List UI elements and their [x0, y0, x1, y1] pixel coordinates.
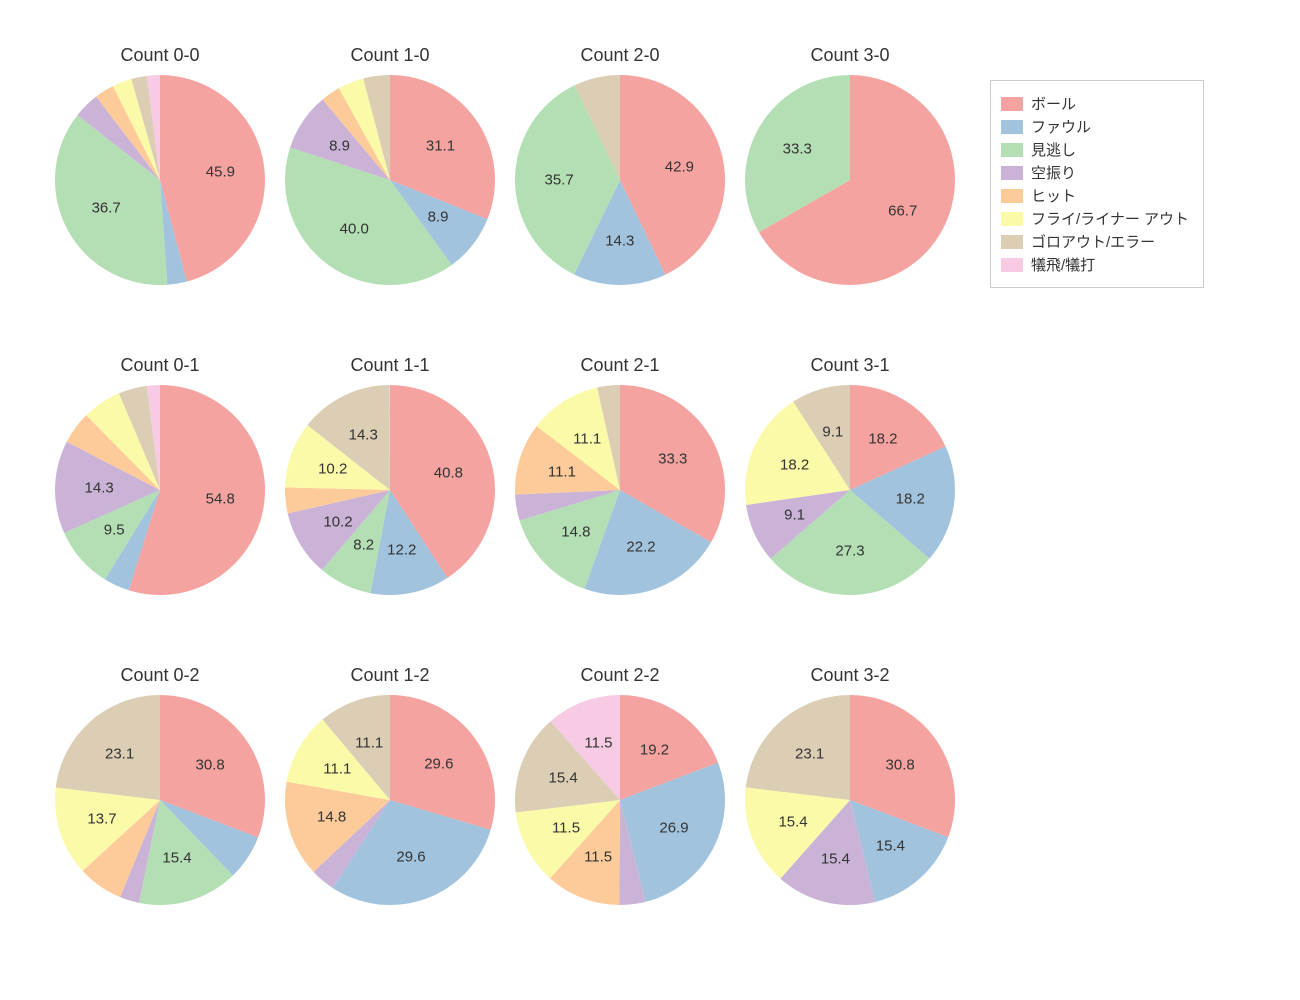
slice-label: 15.4	[876, 837, 905, 854]
legend-swatch	[1001, 258, 1023, 272]
slice-label: 11.5	[584, 848, 612, 865]
chart-title: Count 0-1	[50, 355, 270, 376]
slice-label: 33.3	[783, 141, 812, 158]
slice-label: 40.0	[340, 221, 369, 238]
slice-label: 15.4	[821, 851, 850, 868]
legend-item: ファウル	[1001, 116, 1189, 137]
slice-label: 9.1	[822, 423, 843, 440]
legend-swatch	[1001, 212, 1023, 226]
pie-chart	[53, 693, 267, 907]
slice-label: 15.4	[778, 813, 807, 830]
slice-label: 9.5	[104, 522, 125, 539]
legend-label: フライ/ライナー アウト	[1031, 208, 1189, 229]
slice-label: 15.4	[548, 770, 577, 787]
slice-label: 13.7	[87, 810, 116, 827]
legend-label: ファウル	[1031, 116, 1091, 137]
slice-label: 30.8	[196, 757, 225, 774]
slice-label: 8.9	[428, 209, 449, 226]
slice-label: 27.3	[835, 542, 864, 559]
legend-swatch	[1001, 143, 1023, 157]
slice-label: 10.2	[318, 461, 347, 478]
legend-label: 見逃し	[1031, 139, 1076, 160]
legend-swatch	[1001, 166, 1023, 180]
pie-grid: { "canvas": { "width": 1300, "height": 1…	[0, 0, 1300, 1000]
legend-item: ゴロアウト/エラー	[1001, 231, 1189, 252]
slice-label: 54.8	[206, 491, 235, 508]
chart-title: Count 1-2	[280, 665, 500, 686]
pie-chart	[743, 693, 957, 907]
slice-label: 33.3	[658, 451, 687, 468]
legend-item: ボール	[1001, 93, 1189, 114]
chart-title: Count 3-2	[740, 665, 960, 686]
pie-chart	[283, 693, 497, 907]
pie-chart	[283, 73, 497, 287]
legend: ボールファウル見逃し空振りヒットフライ/ライナー アウトゴロアウト/エラー犠飛/…	[990, 80, 1204, 288]
chart-title: Count 3-0	[740, 45, 960, 66]
slice-label: 9.1	[784, 507, 805, 524]
chart-title: Count 2-2	[510, 665, 730, 686]
chart-title: Count 2-1	[510, 355, 730, 376]
slice-label: 11.5	[552, 820, 580, 837]
slice-label: 22.2	[626, 539, 655, 556]
slice-label: 29.6	[424, 755, 453, 772]
pie-chart	[513, 693, 727, 907]
slice-label: 12.2	[387, 541, 416, 558]
slice-label: 14.3	[85, 480, 114, 497]
legend-swatch	[1001, 120, 1023, 134]
legend-label: ゴロアウト/エラー	[1031, 231, 1155, 252]
chart-title: Count 3-1	[740, 355, 960, 376]
slice-label: 31.1	[426, 137, 455, 154]
slice-label: 10.2	[323, 513, 352, 530]
chart-title: Count 0-0	[50, 45, 270, 66]
pie-chart	[743, 383, 957, 597]
legend-swatch	[1001, 97, 1023, 111]
slice-label: 8.9	[329, 137, 350, 154]
legend-item: 犠飛/犠打	[1001, 254, 1189, 275]
slice-label: 66.7	[888, 202, 917, 219]
chart-title: Count 0-2	[50, 665, 270, 686]
slice-label: 14.8	[317, 809, 346, 826]
pie-chart	[743, 73, 957, 287]
slice-label: 14.3	[349, 427, 378, 444]
slice-label: 11.1	[355, 734, 383, 751]
slice-label: 11.5	[584, 735, 612, 752]
legend-label: ボール	[1031, 93, 1076, 114]
slice-label: 30.8	[886, 757, 915, 774]
legend-label: ヒット	[1031, 185, 1076, 206]
slice-label: 8.2	[353, 536, 374, 553]
chart-title: Count 1-0	[280, 45, 500, 66]
legend-label: 犠飛/犠打	[1031, 254, 1095, 275]
legend-item: 見逃し	[1001, 139, 1189, 160]
slice-label: 35.7	[544, 171, 573, 188]
slice-label: 11.1	[323, 761, 351, 778]
slice-label: 36.7	[92, 200, 121, 217]
slice-label: 11.1	[573, 430, 601, 447]
chart-title: Count 1-1	[280, 355, 500, 376]
slice-label: 14.8	[561, 523, 590, 540]
slice-label: 29.6	[396, 849, 425, 866]
slice-label: 19.2	[640, 741, 669, 758]
pie-chart	[283, 383, 497, 597]
slice-label: 18.2	[896, 490, 925, 507]
slice-label: 42.9	[665, 158, 694, 175]
slice-label: 18.2	[868, 430, 897, 447]
pie-chart	[513, 383, 727, 597]
legend-label: 空振り	[1031, 162, 1076, 183]
chart-title: Count 2-0	[510, 45, 730, 66]
slice-label: 45.9	[206, 164, 235, 181]
slice-label: 15.4	[162, 850, 191, 867]
slice-label: 18.2	[780, 456, 809, 473]
slice-label: 23.1	[105, 746, 134, 763]
slice-label: 11.1	[548, 463, 576, 480]
legend-item: ヒット	[1001, 185, 1189, 206]
legend-swatch	[1001, 235, 1023, 249]
slice-label: 14.3	[605, 232, 634, 249]
legend-item: フライ/ライナー アウト	[1001, 208, 1189, 229]
slice-label: 26.9	[659, 820, 688, 837]
slice-label: 40.8	[434, 464, 463, 481]
slice-label: 23.1	[795, 746, 824, 763]
legend-item: 空振り	[1001, 162, 1189, 183]
legend-swatch	[1001, 189, 1023, 203]
